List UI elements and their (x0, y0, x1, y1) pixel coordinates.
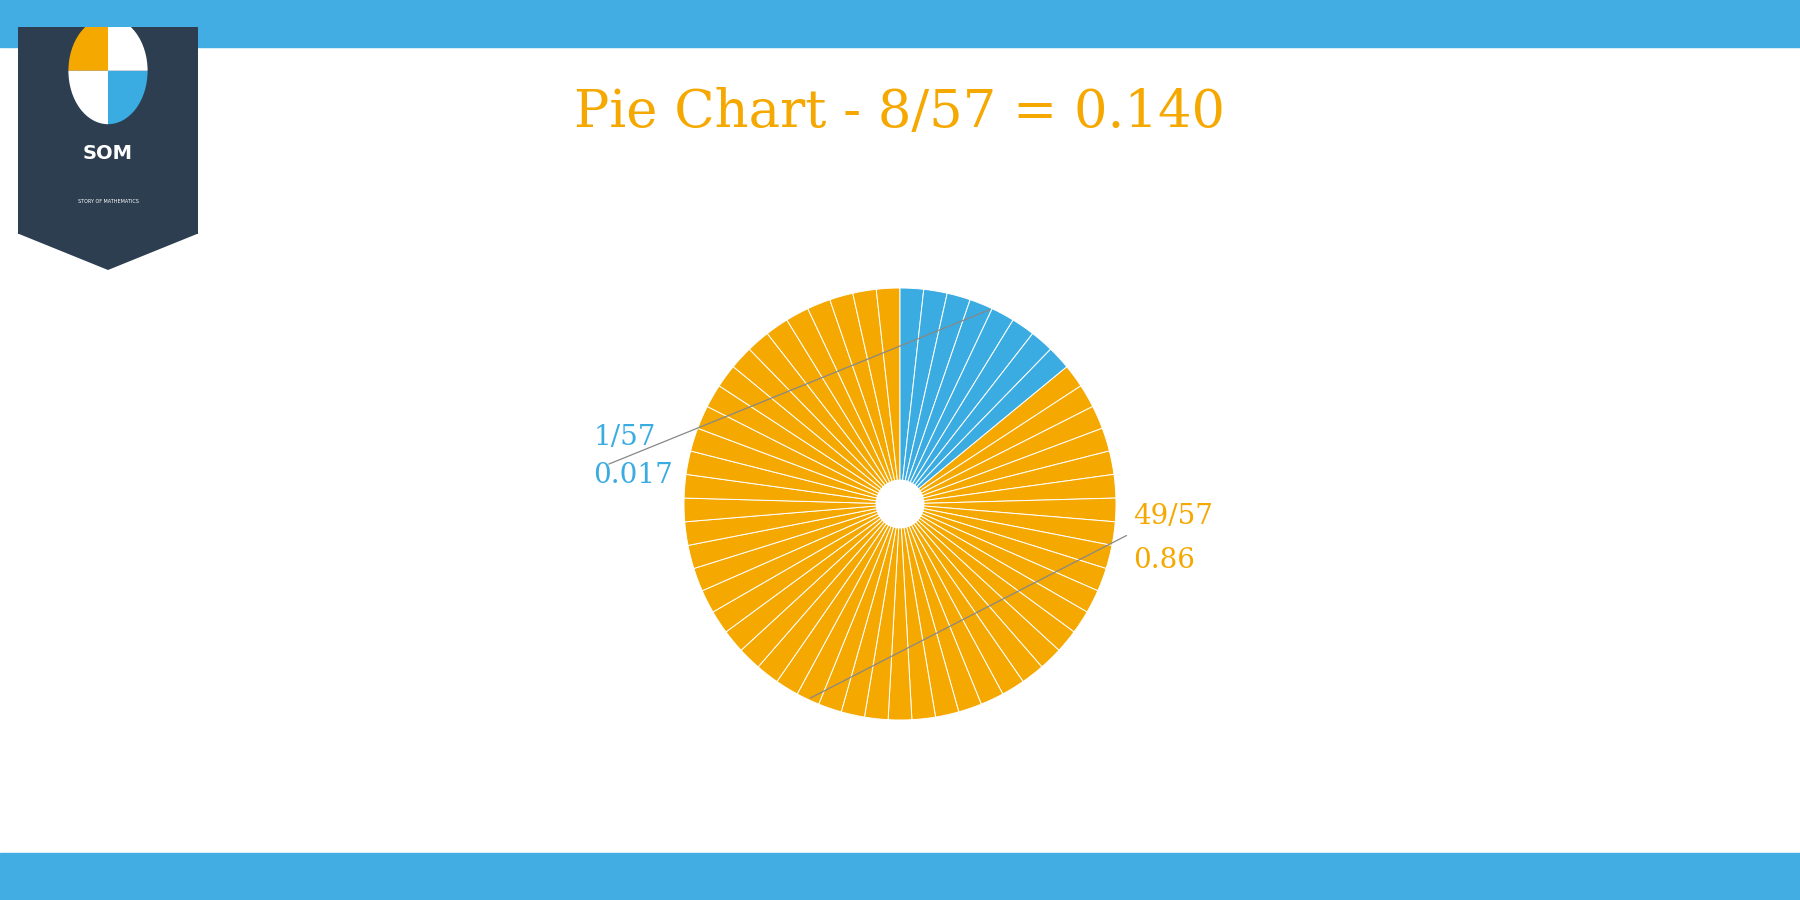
Wedge shape (684, 504, 900, 545)
Wedge shape (900, 366, 1080, 504)
Wedge shape (900, 474, 1116, 504)
Wedge shape (688, 504, 900, 569)
Text: 0.86: 0.86 (1134, 546, 1195, 573)
Text: 1/57: 1/57 (594, 424, 655, 451)
Wedge shape (819, 504, 900, 712)
Wedge shape (900, 451, 1114, 504)
Wedge shape (778, 504, 900, 694)
Circle shape (680, 284, 1120, 724)
Wedge shape (900, 293, 970, 504)
Wedge shape (742, 504, 900, 667)
Wedge shape (108, 17, 148, 71)
Wedge shape (900, 504, 1058, 667)
Wedge shape (853, 289, 900, 504)
Wedge shape (887, 504, 913, 720)
Wedge shape (797, 504, 900, 704)
Wedge shape (787, 309, 900, 504)
Wedge shape (900, 504, 981, 712)
Wedge shape (68, 71, 108, 124)
Wedge shape (900, 300, 992, 504)
Wedge shape (758, 504, 900, 681)
Wedge shape (900, 386, 1093, 504)
Wedge shape (900, 504, 1112, 569)
Wedge shape (900, 504, 959, 717)
Text: SOM: SOM (83, 144, 133, 163)
Bar (0, 0, 1800, 47)
Wedge shape (693, 504, 900, 590)
Wedge shape (900, 320, 1033, 504)
Text: Pie Chart - 8/57 = 0.140: Pie Chart - 8/57 = 0.140 (574, 87, 1226, 138)
Wedge shape (713, 504, 900, 632)
Text: 0.017: 0.017 (594, 463, 673, 490)
Wedge shape (900, 504, 1107, 590)
Wedge shape (900, 334, 1051, 504)
Wedge shape (900, 504, 1022, 694)
Wedge shape (684, 474, 900, 504)
Wedge shape (900, 504, 1003, 704)
Wedge shape (830, 293, 900, 504)
Polygon shape (18, 233, 198, 270)
Wedge shape (900, 504, 1116, 545)
Wedge shape (900, 504, 1075, 651)
Bar (0, 853, 1800, 900)
Wedge shape (686, 451, 900, 504)
Wedge shape (900, 349, 1067, 504)
Wedge shape (900, 309, 1013, 504)
Wedge shape (733, 349, 900, 504)
Wedge shape (767, 320, 900, 504)
Text: 49/57: 49/57 (1134, 503, 1213, 530)
Wedge shape (900, 504, 936, 720)
Circle shape (877, 481, 923, 527)
Wedge shape (702, 504, 900, 612)
Wedge shape (900, 498, 1116, 522)
Wedge shape (725, 504, 900, 651)
Wedge shape (900, 288, 923, 504)
Wedge shape (720, 366, 900, 504)
Wedge shape (698, 407, 900, 504)
Wedge shape (108, 71, 148, 124)
Wedge shape (841, 504, 900, 717)
Wedge shape (684, 498, 900, 522)
Wedge shape (808, 300, 900, 504)
Wedge shape (864, 504, 900, 720)
Wedge shape (900, 428, 1109, 504)
Wedge shape (900, 407, 1102, 504)
Wedge shape (68, 17, 108, 71)
Bar (18, 27, 198, 233)
Wedge shape (900, 504, 1098, 612)
Text: STORY OF MATHEMATICS: STORY OF MATHEMATICS (77, 200, 139, 204)
Wedge shape (900, 504, 1042, 681)
Wedge shape (900, 504, 1087, 632)
Wedge shape (691, 428, 900, 504)
Wedge shape (877, 288, 900, 504)
Wedge shape (900, 289, 947, 504)
Wedge shape (707, 386, 900, 504)
Wedge shape (749, 334, 900, 504)
